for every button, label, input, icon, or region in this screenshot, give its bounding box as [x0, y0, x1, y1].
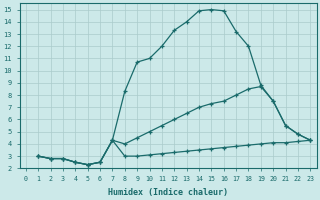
- X-axis label: Humidex (Indice chaleur): Humidex (Indice chaleur): [108, 188, 228, 197]
